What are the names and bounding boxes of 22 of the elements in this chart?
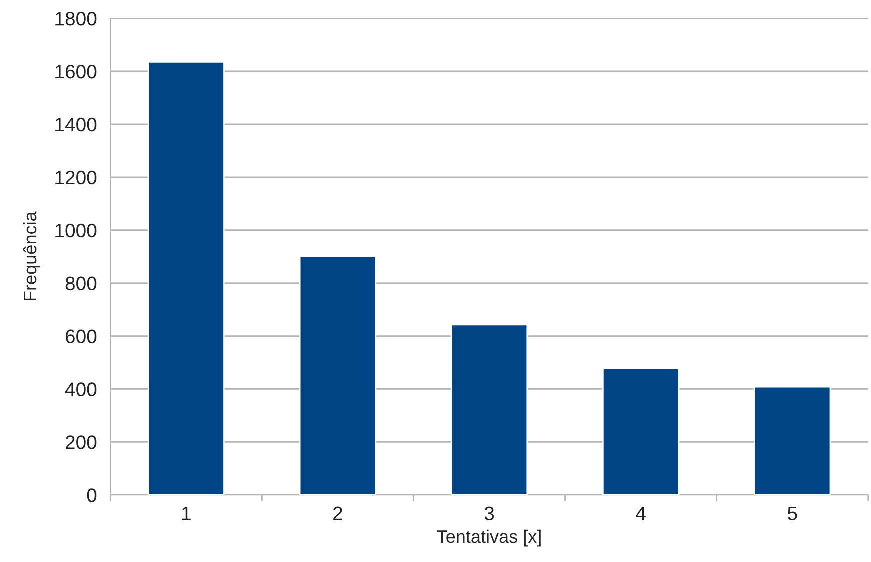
bar: [299, 256, 377, 496]
y-tick-label: 1200: [56, 170, 97, 185]
y-tick-label: 1000: [56, 224, 97, 238]
x-tick-label: 4: [636, 506, 646, 520]
bar: [148, 62, 225, 496]
bar: [754, 386, 832, 496]
x-axis-title: Tentativas [x]: [437, 530, 541, 547]
y-tick-label: 200: [66, 436, 97, 450]
y-tick-label: 600: [66, 330, 97, 344]
y-tick-label: 1800: [56, 12, 97, 26]
y-tick-label: 1600: [56, 64, 97, 79]
y-tick-label: 0: [87, 488, 97, 502]
y-tick-label: 400: [65, 382, 97, 396]
bar: [602, 368, 680, 496]
bar: [450, 324, 528, 496]
x-tick-label: 2: [334, 506, 342, 520]
x-tick-label: 1: [182, 506, 191, 520]
y-axis-title: Frequência: [23, 212, 40, 301]
x-tick-label: 3: [484, 506, 494, 521]
y-tick-label: 1400: [56, 118, 97, 132]
x-tick-label: 5: [788, 506, 798, 521]
y-tick-label: 800: [66, 276, 97, 291]
